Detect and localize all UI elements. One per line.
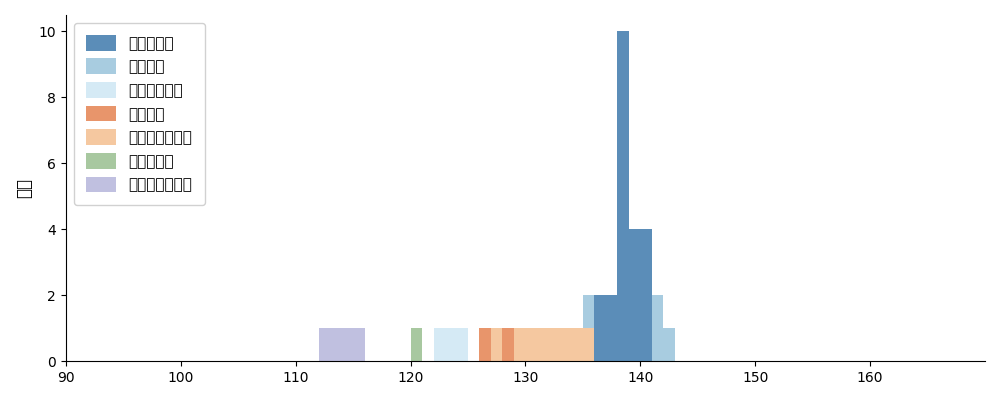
- Bar: [319, 328, 330, 361]
- Bar: [525, 328, 537, 361]
- Bar: [594, 295, 606, 361]
- Bar: [537, 328, 548, 361]
- Bar: [652, 295, 663, 361]
- Bar: [548, 328, 560, 361]
- Bar: [560, 328, 571, 361]
- Bar: [652, 328, 663, 361]
- Bar: [583, 295, 594, 361]
- Bar: [330, 328, 342, 361]
- Bar: [606, 295, 617, 361]
- Bar: [571, 328, 583, 361]
- Bar: [525, 328, 537, 361]
- Bar: [617, 32, 629, 361]
- Bar: [560, 328, 571, 361]
- Bar: [525, 328, 537, 361]
- Bar: [479, 328, 491, 361]
- Bar: [445, 328, 457, 361]
- Bar: [502, 328, 514, 361]
- Legend: ストレート, シュート, カットボール, フォーク, チェンジアップ, スライダー, ナックルカーブ: ストレート, シュート, カットボール, フォーク, チェンジアップ, スライダ…: [74, 23, 205, 205]
- Bar: [537, 328, 548, 361]
- Bar: [411, 328, 422, 361]
- Bar: [479, 328, 491, 361]
- Bar: [514, 328, 525, 361]
- Bar: [502, 328, 514, 361]
- Bar: [571, 328, 583, 361]
- Bar: [629, 229, 640, 361]
- Bar: [502, 328, 514, 361]
- Bar: [434, 328, 445, 361]
- Bar: [640, 229, 652, 361]
- Bar: [514, 328, 525, 361]
- Bar: [560, 328, 571, 361]
- Bar: [560, 328, 571, 361]
- Bar: [663, 328, 675, 361]
- Bar: [571, 328, 583, 361]
- Bar: [548, 328, 560, 361]
- Bar: [491, 328, 502, 361]
- Bar: [342, 328, 353, 361]
- Bar: [457, 328, 468, 361]
- Y-axis label: 球数: 球数: [15, 178, 33, 198]
- Bar: [537, 328, 548, 361]
- Bar: [548, 328, 560, 361]
- Bar: [525, 328, 537, 361]
- Bar: [583, 328, 594, 361]
- Bar: [353, 328, 365, 361]
